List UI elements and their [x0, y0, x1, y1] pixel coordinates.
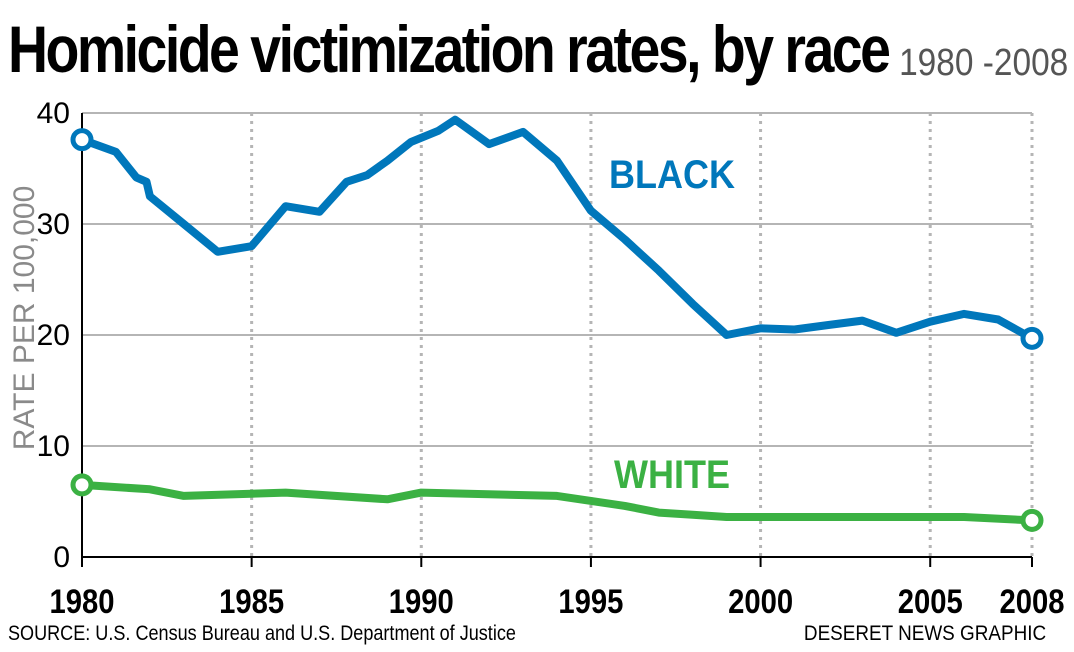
series-group: [70, 115, 1044, 532]
graphic-credit: DESERET NEWS GRAPHIC: [803, 622, 1046, 645]
series-line-white: [78, 480, 1036, 525]
y-axis-label: RATE PER 100,000: [8, 186, 41, 451]
x-tick-label: 1985: [219, 582, 284, 621]
series-label-white: WHITE: [614, 453, 730, 497]
chart-subtitle: 1980 -2008: [898, 42, 1068, 84]
series-line-black: [78, 115, 1036, 343]
x-tick-label: 1980: [49, 582, 114, 621]
title-row: Homicide victimization rates, by race 19…: [8, 4, 1068, 94]
source-note: SOURCE: U.S. Census Bureau and U.S. Depa…: [8, 622, 516, 645]
x-tick-label: 1995: [558, 582, 623, 621]
x-tick-label: 2008: [999, 582, 1064, 621]
series-end-marker-black: [1020, 326, 1044, 350]
series-end-marker-white: [1020, 508, 1044, 532]
y-tick-label: 0: [53, 541, 70, 574]
x-tick-label: 2005: [898, 582, 963, 621]
x-tick-label: 1990: [389, 582, 454, 621]
y-tick-label: 10: [37, 430, 70, 463]
grid: [82, 112, 1034, 557]
chart-title: Homicide victimization rates, by race: [8, 12, 891, 86]
series-start-marker-black: [70, 128, 94, 152]
y-tick-label: 40: [37, 97, 70, 130]
series-label-black: BLACK: [609, 153, 735, 197]
y-tick-label: 30: [37, 208, 70, 241]
x-tick-label: 2000: [728, 582, 793, 621]
series-start-marker-white: [70, 473, 94, 497]
y-tick-label: 20: [37, 319, 70, 352]
labels-group: 1980 1985 1990 1995 2000 2005 2008 0 10 20 30 40 RAT…: [8, 97, 1065, 621]
